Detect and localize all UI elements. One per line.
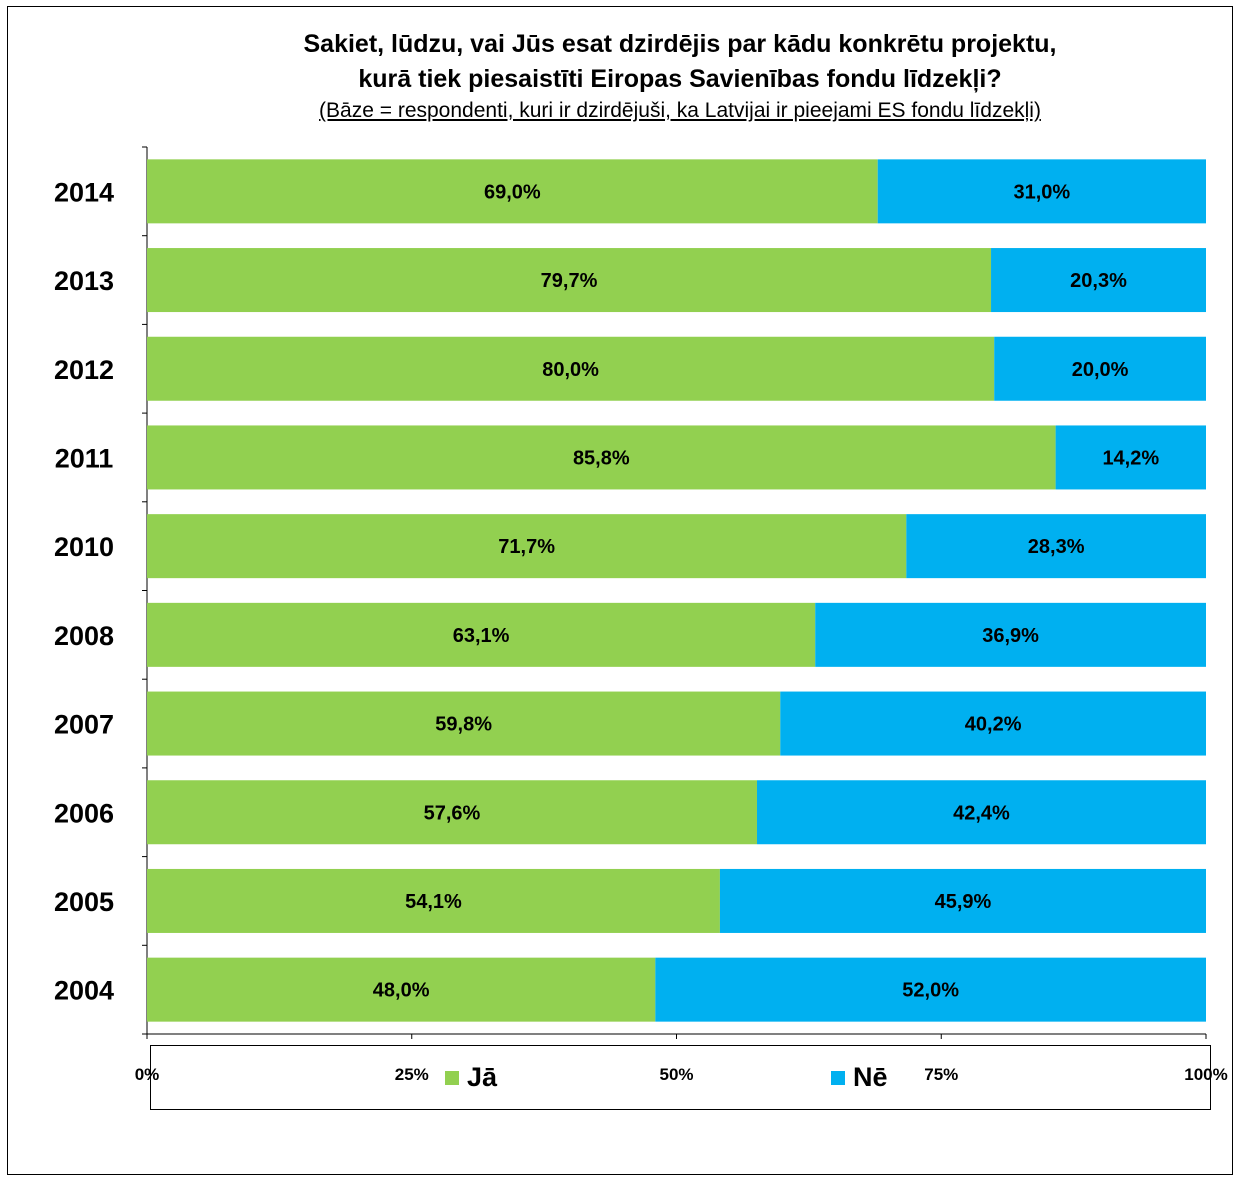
y-tick-label-2014: 2014 (54, 177, 114, 207)
y-tick-label-2004: 2004 (54, 976, 114, 1006)
x-tick-label: 50% (659, 1065, 693, 1084)
chart-title-line-2: kurā tiek piesaistīti Eiropas Savienības… (358, 65, 1002, 93)
y-tick-label-2006: 2006 (54, 798, 114, 828)
y-tick-label-2012: 2012 (54, 355, 114, 385)
bar-ne-2007 (780, 691, 1206, 756)
bar-ja-2013 (147, 248, 992, 313)
x-tick-label: 100% (1184, 1065, 1227, 1084)
data-label-ne-2012: 20,0% (1072, 359, 1129, 381)
data-label-ja-2012: 80,0% (542, 359, 599, 381)
legend-swatch-ne (831, 1070, 845, 1085)
legend-label-ja: Jā (467, 1062, 498, 1092)
bar-ne-2014 (877, 159, 1206, 224)
y-tick-label-2005: 2005 (54, 887, 114, 917)
y-tick-label-2010: 2010 (54, 532, 114, 562)
y-tick-label-2013: 2013 (54, 266, 114, 296)
data-label-ja-2006: 57,6% (424, 802, 481, 824)
data-label-ne-2008: 36,9% (982, 625, 1039, 647)
data-label-ne-2007: 40,2% (965, 714, 1022, 736)
bar-ne-2011 (1055, 425, 1206, 490)
legend-swatch-ja (445, 1070, 459, 1085)
data-label-ne-2004: 52,0% (902, 980, 959, 1002)
data-label-ne-2010: 28,3% (1028, 536, 1085, 558)
bar-ja-2014 (147, 159, 878, 224)
legend-label-ne: Nē (853, 1062, 888, 1092)
x-tick-label: 25% (395, 1065, 429, 1084)
chart-legend: Jā Nē (150, 1045, 1211, 1110)
bar-ne-2006 (756, 780, 1206, 845)
data-label-ja-2005: 54,1% (405, 891, 462, 913)
data-label-ja-2014: 69,0% (484, 181, 541, 203)
data-label-ja-2013: 79,7% (541, 270, 598, 292)
bar-ja-2006 (147, 780, 757, 845)
bar-ja-2010 (147, 514, 907, 579)
bar-ja-2007 (147, 691, 781, 756)
bar-ne-2005 (719, 868, 1206, 933)
data-label-ne-2005: 45,9% (935, 891, 992, 913)
data-label-ja-2011: 85,8% (573, 447, 630, 469)
bar-ja-2005 (147, 868, 720, 933)
x-tick-label: 75% (924, 1065, 958, 1084)
data-label-ne-2011: 14,2% (1102, 447, 1159, 469)
legend-item-ja: Jā (445, 1062, 497, 1093)
bar-ja-2008 (147, 602, 816, 667)
y-tick-label-2007: 2007 (54, 710, 114, 740)
bar-ne-2010 (906, 514, 1206, 579)
x-tick-label: 0% (135, 1065, 160, 1084)
data-label-ja-2007: 59,8% (435, 714, 492, 736)
data-label-ja-2004: 48,0% (373, 980, 430, 1002)
chart-frame (7, 6, 1233, 1175)
data-label-ne-2014: 31,0% (1013, 181, 1070, 203)
legend-item-ne: Nē (831, 1062, 888, 1093)
y-tick-label-2011: 2011 (55, 443, 114, 473)
data-label-ja-2010: 71,7% (498, 536, 555, 558)
bar-ne-2012 (994, 336, 1206, 401)
bar-ne-2004 (655, 957, 1206, 1022)
chart-subtitle: (Bāze = respondenti, kuri ir dzirdējuši,… (319, 99, 1041, 122)
y-tick-label-2008: 2008 (54, 621, 114, 651)
chart-title-line-1: Sakiet, lūdzu, vai Jūs esat dzirdējis pa… (303, 30, 1057, 58)
data-label-ne-2013: 20,3% (1070, 270, 1127, 292)
bar-ne-2013 (991, 248, 1206, 313)
bar-ja-2012 (147, 336, 995, 401)
data-label-ne-2006: 42,4% (953, 802, 1010, 824)
bar-ja-2004 (147, 957, 656, 1022)
data-label-ja-2008: 63,1% (453, 625, 510, 647)
bar-ne-2008 (815, 602, 1206, 667)
bar-ja-2011 (147, 425, 1056, 490)
